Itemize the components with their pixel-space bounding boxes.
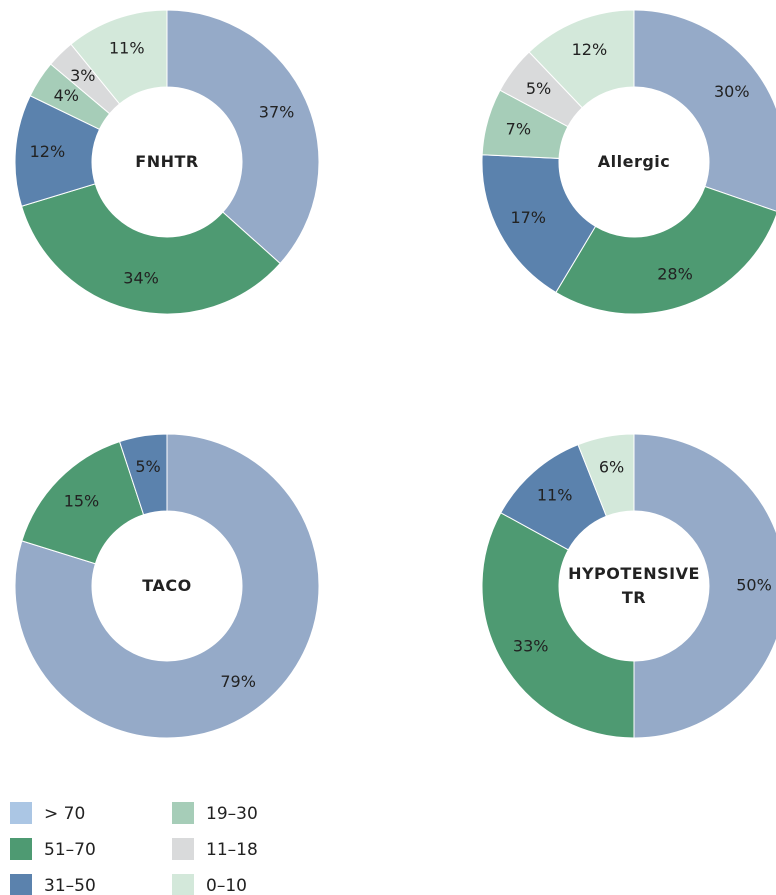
slice-label: 3% [70,66,95,85]
slice-label: 33% [513,637,549,656]
donut-slice [528,9,635,109]
slice-label: 15% [64,491,100,510]
legend-swatch [172,838,194,860]
legend-label: 31–50 [44,876,96,895]
chart-title: TACO [142,576,192,595]
donut-slice [166,9,320,265]
slice-label: 28% [657,264,693,283]
slice-label: 6% [599,458,624,477]
legend-label: 11–18 [206,840,258,860]
donut-slice [633,433,776,739]
chart-title: Allergic [597,152,671,171]
slice-label: 11% [109,38,145,57]
slice-label: 5% [526,79,551,98]
chart-title: FNHTR [135,152,199,171]
donut-slice [14,433,320,739]
slice-label: 4% [54,86,79,105]
slice-label: 79% [220,672,256,691]
donut-slice [555,185,776,315]
slice-label: 37% [259,103,295,122]
slice-label: 30% [714,82,750,101]
donut-slice [70,9,168,105]
legend-swatch [10,838,32,860]
legend-label: 51–70 [44,840,96,860]
donut-slice [481,512,635,739]
legend-swatch [172,874,194,895]
slice-label: 34% [123,269,159,288]
legend-swatch [10,802,32,824]
slice-label: 7% [506,120,531,139]
donut-slice [21,440,145,565]
donut-slice [577,433,635,517]
legend-label: 19–30 [206,804,258,824]
donut-slice [633,9,776,212]
slice-label: 12% [572,40,608,59]
donut-slice [20,183,281,315]
donut-slice [118,433,168,516]
legend-label: 0–10 [206,876,247,895]
legend-swatch [172,802,194,824]
slice-label: 12% [30,142,66,161]
slice-label: 11% [537,485,573,504]
slice-label: 17% [510,208,546,227]
slice-label: 50% [736,576,772,595]
legend-swatch [10,874,32,895]
chart-title: HYPOTENSIVE TR [568,564,700,607]
slice-label: 5% [135,457,160,476]
legend-label: > 70 [44,804,85,824]
